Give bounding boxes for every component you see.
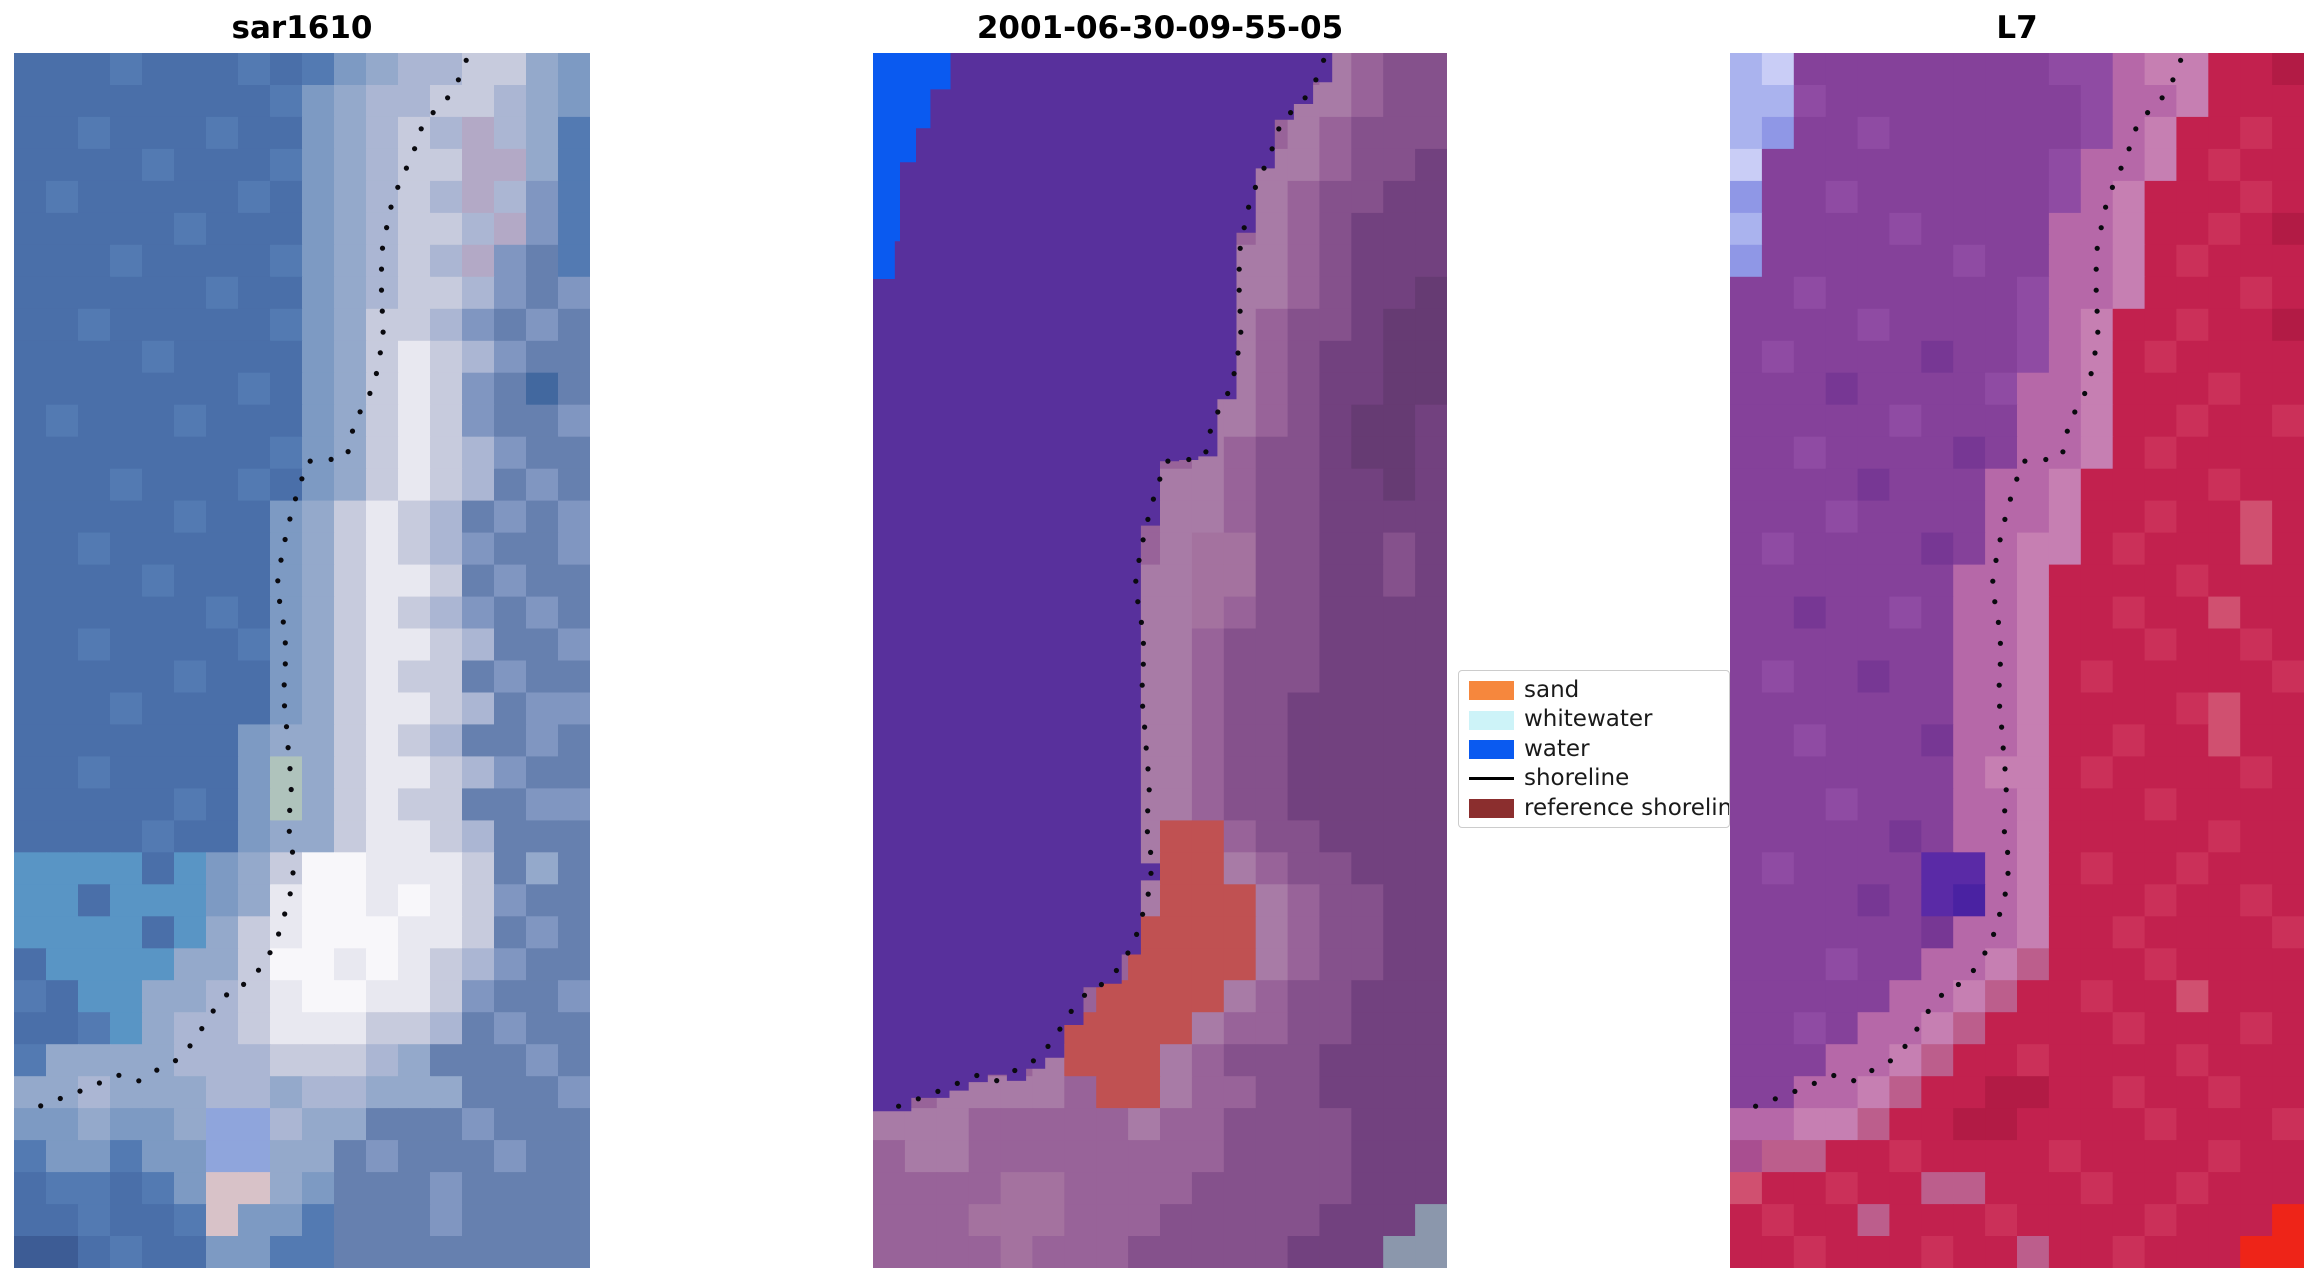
shoreline-line-sample [1469,777,1514,781]
legend-entry-reference: reference shoreline b [1459,794,1729,823]
shoreline-dots [896,57,1327,1109]
reference-swatch [1469,798,1514,818]
shoreline-dots [38,57,469,1109]
whitewater-swatch [1469,710,1514,730]
legend-entry-water: water [1459,735,1729,764]
panel-l7 [1730,53,2304,1268]
legend-entry-whitewater: whitewater [1459,705,1729,734]
panel-image-classified [873,53,1447,1268]
water-mask [873,53,1333,1112]
panel-image-sar1610 [14,53,590,1268]
panel-title-l7: L7 [1996,10,2038,46]
panel-sar1610 [14,53,590,1268]
water-swatch [1469,739,1514,759]
legend-label: water [1524,735,1590,762]
shoreline-dots [1753,57,2184,1109]
panel-image-l7 [1730,53,2304,1268]
panel-title-sar1610: sar1610 [231,10,373,46]
pixel-grid [14,53,590,1268]
sand-swatch [1469,681,1514,701]
legend-label: reference shoreline b [1524,794,1729,821]
panel-title-classified: 2001-06-30-09-55-05 [976,10,1344,46]
pixel-grid [1730,53,2304,1268]
water-class-patch [873,53,951,279]
legend-label: sand [1524,677,1580,703]
legend-label: whitewater [1524,706,1653,733]
panel-classified [873,53,1447,1268]
legend-entry-sand: sand [1459,676,1729,705]
legend: sand whitewater water shoreline reference sh… [1458,670,1730,828]
legend-entry-shoreline: shoreline [1459,764,1729,793]
legend-label: shoreline [1524,765,1630,792]
